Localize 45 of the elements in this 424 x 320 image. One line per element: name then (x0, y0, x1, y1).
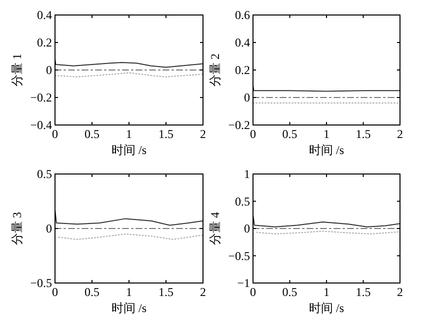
x-tick-label: 1 (324, 285, 330, 299)
x-tick-label: 0.5 (84, 285, 100, 299)
y-tick-label: −0.5 (228, 248, 250, 263)
y-axis-title: 分量 3 (10, 212, 24, 245)
x-tick-label: 0.5 (282, 127, 298, 141)
x-tick-label: 2 (397, 127, 403, 141)
y-tick-label: 0 (244, 90, 250, 104)
y-tick-label: 0.2 (235, 63, 250, 77)
y-tick-label: −0.2 (30, 90, 52, 104)
x-tick-label: 2 (200, 127, 206, 141)
y-tick-label: 0 (46, 63, 52, 77)
x-tick-label: 1.5 (356, 127, 371, 141)
x-axis-title: 时间 /s (111, 143, 147, 157)
x-axis-title: 时间 /s (111, 301, 147, 315)
y-tick-label: −1 (237, 276, 250, 290)
y-tick-label: 0.2 (37, 36, 52, 50)
x-tick-label: 1 (126, 127, 132, 141)
x-tick-label: 1 (126, 285, 132, 299)
y-tick-label: 0.5 (37, 167, 52, 181)
line-series (54, 58, 204, 68)
y-axis-title: 分量 1 (10, 54, 24, 86)
y-axis-title: 分量 4 (208, 212, 222, 245)
y-tick-label: 0.4 (235, 36, 250, 50)
y-tick-label: 0.4 (37, 8, 52, 22)
y-tick-label: −0.5 (30, 276, 52, 290)
x-axis-title: 时间 /s (308, 143, 344, 157)
y-axis-title: 分量 2 (208, 54, 222, 86)
x-tick-label: 2 (397, 285, 403, 299)
x-axis-title: 时间 /s (308, 301, 344, 315)
x-tick-label: 2 (200, 285, 206, 299)
y-tick-label: 0.5 (235, 194, 250, 208)
y-tick-label: 1 (244, 167, 250, 181)
x-tick-label: 0.5 (282, 285, 298, 299)
x-tick-label: 1 (324, 127, 330, 141)
x-tick-label: 1.5 (356, 285, 371, 299)
x-tick-label: 0.5 (84, 127, 100, 141)
y-tick-label: 0.6 (235, 8, 250, 22)
line-series (252, 214, 400, 228)
x-tick-label: 1.5 (158, 127, 174, 141)
y-tick-label: −0.2 (228, 118, 250, 132)
line-series (54, 209, 204, 226)
y-tick-label: −0.4 (30, 118, 52, 132)
x-tick-label: 1.5 (158, 285, 174, 299)
y-tick-label: 0 (244, 222, 250, 236)
y-tick-label: 0 (46, 222, 52, 236)
